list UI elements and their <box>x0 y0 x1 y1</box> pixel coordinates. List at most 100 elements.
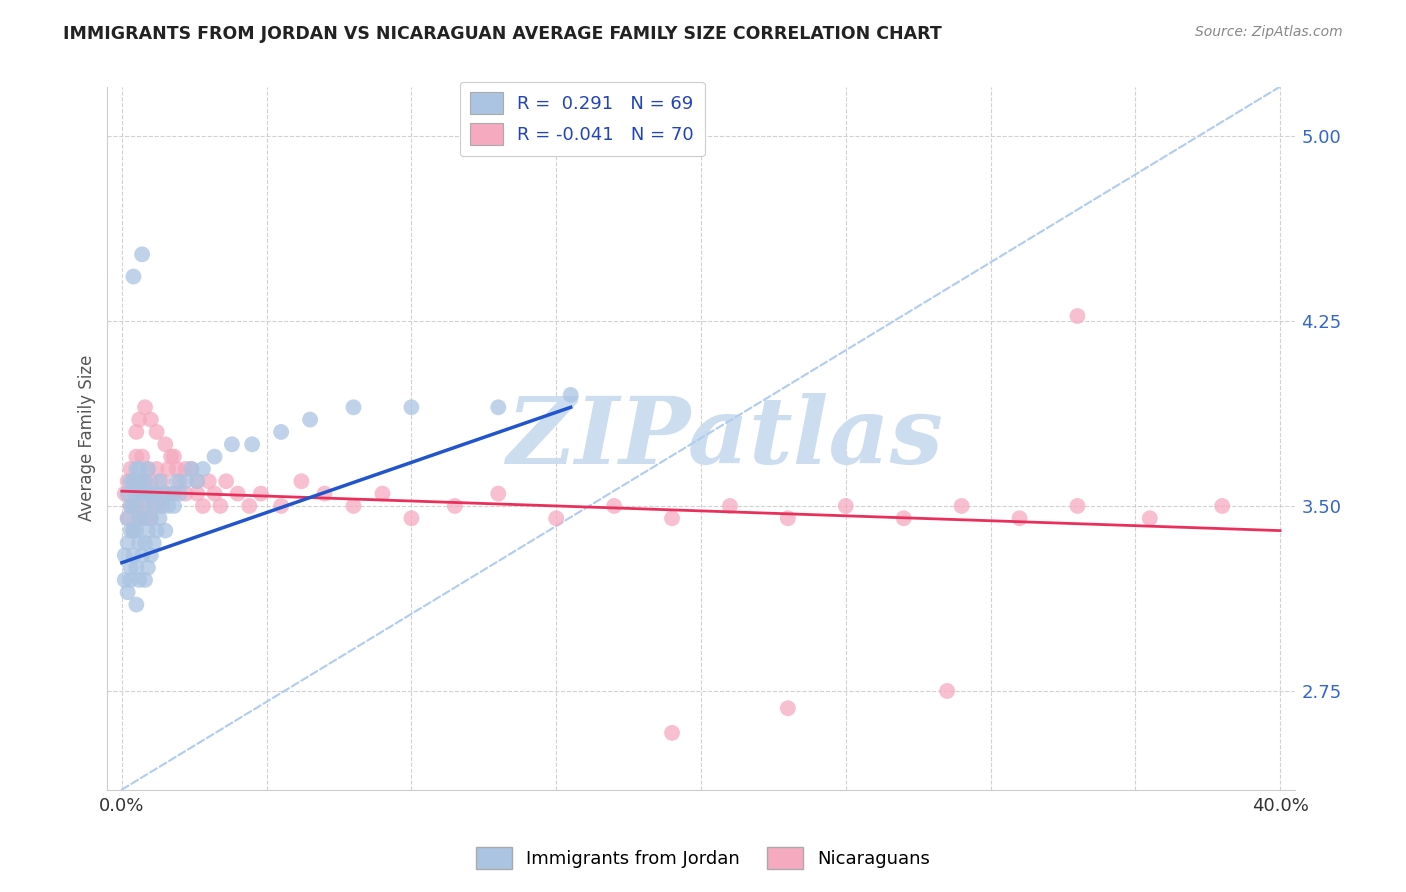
Point <box>139 549 162 563</box>
Point <box>221 437 243 451</box>
Point <box>145 486 167 500</box>
Point <box>290 475 312 489</box>
Point <box>240 437 263 451</box>
Point <box>114 549 136 563</box>
Point <box>718 499 741 513</box>
Point <box>401 401 423 415</box>
Point <box>603 499 626 513</box>
Point <box>120 499 142 513</box>
Point <box>152 499 174 513</box>
Point <box>120 475 142 489</box>
Point <box>661 726 683 740</box>
Point <box>250 486 273 500</box>
Point <box>155 486 177 500</box>
Point <box>174 475 197 489</box>
Point <box>131 450 153 464</box>
Point <box>145 462 167 476</box>
Point <box>142 536 165 550</box>
Point <box>950 499 973 513</box>
Point <box>125 425 148 439</box>
Point <box>163 450 186 464</box>
Point <box>560 388 582 402</box>
Point <box>166 475 188 489</box>
Point <box>314 486 336 500</box>
Point <box>114 573 136 587</box>
Point <box>134 475 156 489</box>
Point <box>125 598 148 612</box>
Point <box>204 486 226 500</box>
Point <box>139 486 162 500</box>
Point <box>204 450 226 464</box>
Point <box>776 511 799 525</box>
Point <box>134 401 156 415</box>
Point <box>169 486 191 500</box>
Point <box>131 486 153 500</box>
Point <box>122 499 145 513</box>
Point <box>128 511 150 525</box>
Point <box>125 486 148 500</box>
Point <box>1211 499 1233 513</box>
Point <box>486 401 509 415</box>
Point <box>117 511 139 525</box>
Point <box>209 499 232 513</box>
Point <box>215 475 238 489</box>
Point <box>299 412 322 426</box>
Point <box>139 475 162 489</box>
Point <box>136 524 159 538</box>
Point <box>128 475 150 489</box>
Point <box>401 511 423 525</box>
Point <box>835 499 858 513</box>
Point <box>186 486 208 500</box>
Point <box>148 499 170 513</box>
Point <box>152 475 174 489</box>
Point <box>125 450 148 464</box>
Point <box>117 511 139 525</box>
Point <box>136 462 159 476</box>
Point <box>122 269 145 284</box>
Point <box>136 560 159 574</box>
Point <box>776 701 799 715</box>
Point <box>122 475 145 489</box>
Point <box>342 401 364 415</box>
Point <box>120 573 142 587</box>
Legend: R =  0.291   N = 69, R = -0.041   N = 70: R = 0.291 N = 69, R = -0.041 N = 70 <box>460 81 704 156</box>
Point <box>163 486 186 500</box>
Point <box>131 549 153 563</box>
Point <box>145 524 167 538</box>
Point <box>134 573 156 587</box>
Point <box>131 247 153 261</box>
Point <box>1008 511 1031 525</box>
Point <box>136 462 159 476</box>
Point <box>148 475 170 489</box>
Point <box>136 499 159 513</box>
Point <box>125 499 148 513</box>
Point <box>197 475 219 489</box>
Point <box>122 475 145 489</box>
Point <box>226 486 249 500</box>
Point <box>131 475 153 489</box>
Point <box>139 511 162 525</box>
Point <box>1066 309 1088 323</box>
Point <box>169 475 191 489</box>
Point <box>186 475 208 489</box>
Point <box>174 486 197 500</box>
Point <box>148 511 170 525</box>
Point <box>142 499 165 513</box>
Point <box>191 462 214 476</box>
Point <box>134 536 156 550</box>
Point <box>131 486 153 500</box>
Point <box>155 524 177 538</box>
Point <box>139 511 162 525</box>
Point <box>157 499 180 513</box>
Point <box>117 536 139 550</box>
Point <box>486 486 509 500</box>
Point <box>145 425 167 439</box>
Point <box>114 486 136 500</box>
Text: IMMIGRANTS FROM JORDAN VS NICARAGUAN AVERAGE FAMILY SIZE CORRELATION CHART: IMMIGRANTS FROM JORDAN VS NICARAGUAN AVE… <box>63 25 942 43</box>
Point <box>117 475 139 489</box>
Point <box>174 462 197 476</box>
Point <box>270 499 292 513</box>
Point <box>1066 499 1088 513</box>
Point <box>155 437 177 451</box>
Text: Source: ZipAtlas.com: Source: ZipAtlas.com <box>1195 25 1343 39</box>
